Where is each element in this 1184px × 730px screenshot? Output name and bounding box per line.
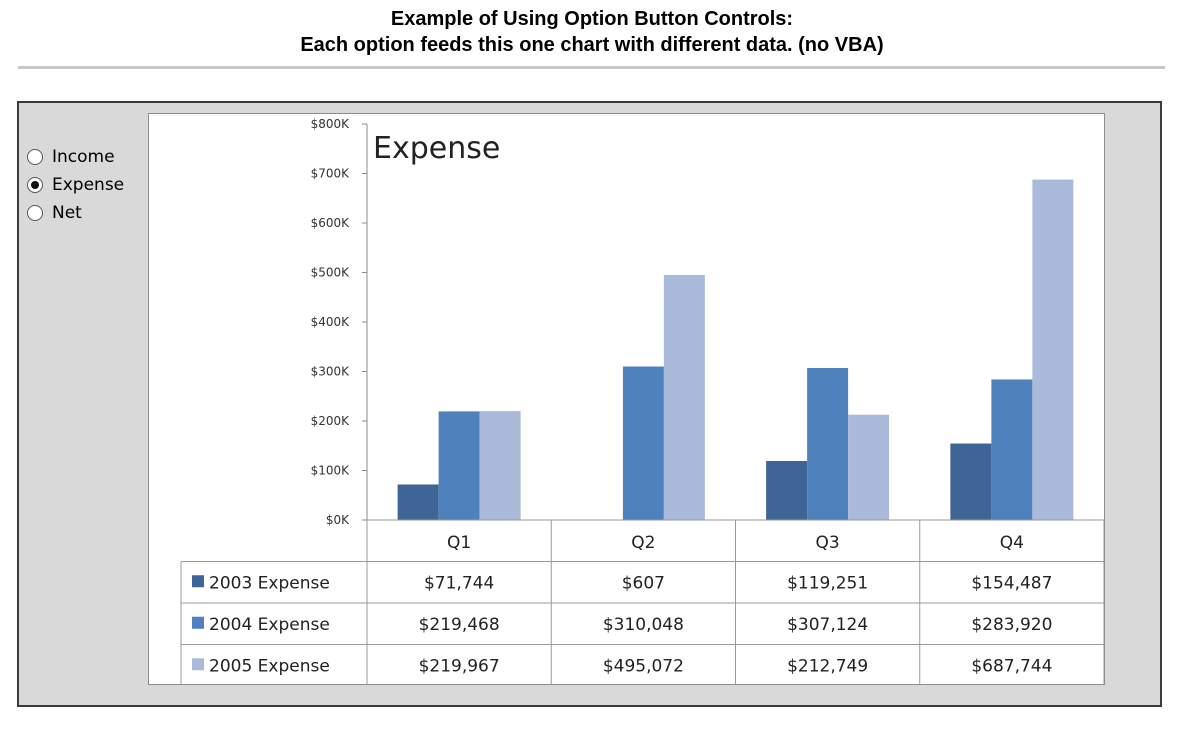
page-heading: Example of Using Option Button Controls:… [0,6,1184,58]
series-name-label: 2004 Expense [209,615,330,635]
option-net[interactable]: Net [27,199,124,227]
chart-title: Expense [373,131,500,166]
bar-q2-series-3 [663,274,705,520]
data-table-value: $307,124 [787,615,868,635]
y-tick-label: $500K [311,266,351,280]
legend-key-series-1 [192,575,204,588]
radio-button-selected-icon[interactable] [27,177,43,193]
series-name-label: 2003 Expense [209,573,330,593]
y-tick-label: $400K [311,315,351,329]
data-table-value: $310,048 [603,615,684,635]
bar-q1-series-1 [397,484,439,520]
legend-key-series-2 [192,616,204,629]
y-tick-label: $600K [311,216,351,230]
category-label-q3: Q3 [816,533,840,553]
column-chart: Expense $0K $100K $200K $300K $400K $500K $600… [180,117,1105,687]
bar-q4-series-3 [1032,179,1074,520]
heading-divider [18,66,1165,69]
bar-q1-series-2 [438,411,480,520]
data-table-value: $71,744 [424,573,494,593]
category-label-q2: Q2 [631,533,655,553]
heading-line-2: Each option feeds this one chart with di… [300,34,884,56]
option-income[interactable]: Income [27,143,124,171]
chart-panel: Expense $0K $100K $200K $300K $400K $500K $600… [148,113,1105,687]
data-table-value: $219,967 [419,656,500,676]
data-table-value: $119,251 [787,573,868,593]
data-table-value: $607 [622,573,665,593]
data-table-value: $283,920 [971,615,1052,635]
heading-line-1: Example of Using Option Button Controls: [390,8,794,30]
data-table-value: $687,744 [971,656,1052,676]
y-tick-label: $800K [311,117,351,131]
option-label: Net [52,203,82,223]
y-tick-label: $0K [326,513,350,527]
option-group: Income Expense Net [27,143,124,227]
option-expense[interactable]: Expense [27,171,124,199]
data-table-value: $495,072 [603,656,684,676]
radio-button-icon[interactable] [27,149,43,165]
bar-q3-series-2 [807,367,849,520]
data-table-value: $219,468 [419,615,500,635]
option-label: Income [52,147,115,167]
bar-q3-series-1 [766,460,808,520]
y-tick-label: $700K [311,167,351,181]
bar-q3-series-3 [848,414,890,520]
series-name-label: 2005 Expense [209,656,330,676]
data-table-value: $212,749 [787,656,868,676]
bar-q4-series-1 [950,443,992,520]
category-label-q1: Q1 [447,533,471,553]
category-label-q4: Q4 [1000,533,1024,553]
y-tick-label: $200K [311,414,351,428]
bar-q2-series-2 [622,366,664,520]
data-table-value: $154,487 [971,573,1052,593]
bar-q4-series-2 [991,379,1033,520]
y-tick-label: $100K [311,464,351,478]
bar-q1-series-3 [479,411,521,520]
option-label: Expense [52,175,125,195]
y-tick-label: $300K [311,365,351,379]
legend-key-series-3 [192,658,204,671]
radio-button-icon[interactable] [27,205,43,221]
